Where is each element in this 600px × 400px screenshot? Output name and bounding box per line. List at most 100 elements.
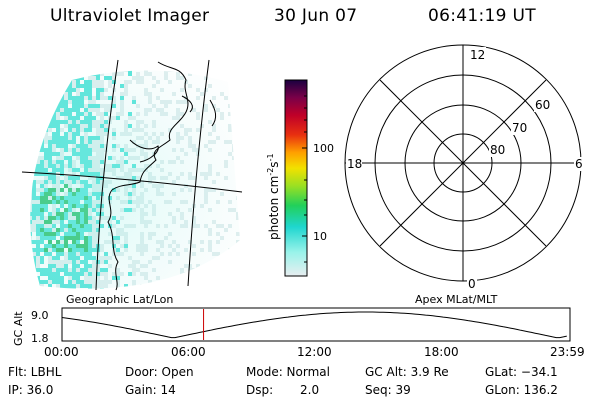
uv-pixel bbox=[24, 180, 28, 184]
uv-pixel bbox=[236, 92, 240, 96]
uv-pixel bbox=[44, 92, 48, 96]
uv-pixel bbox=[36, 284, 40, 288]
uv-pixel bbox=[64, 76, 68, 80]
instrument-title: Ultraviolet Imager bbox=[50, 6, 210, 26]
uv-pixel bbox=[56, 76, 60, 80]
uv-pixel bbox=[44, 108, 48, 112]
uv-pixel bbox=[244, 96, 248, 100]
uv-pixel bbox=[36, 140, 40, 144]
uv-pixel bbox=[20, 140, 24, 144]
uv-pixel bbox=[20, 112, 24, 116]
uv-pixel bbox=[20, 176, 24, 180]
uv-pixel bbox=[204, 264, 208, 268]
uv-pixel bbox=[232, 128, 236, 132]
uv-pixel bbox=[20, 204, 24, 208]
filter-info: Flt: LBHL bbox=[8, 365, 62, 379]
uv-pixel bbox=[220, 280, 224, 284]
uv-pixel bbox=[20, 156, 24, 160]
mlt-label-0: 0 bbox=[468, 277, 476, 291]
uv-pixel bbox=[248, 260, 252, 264]
uv-pixel bbox=[60, 64, 64, 68]
uv-pixel bbox=[20, 252, 24, 256]
uv-pixel bbox=[248, 276, 252, 280]
uv-pixel bbox=[248, 204, 252, 208]
uv-pixel bbox=[108, 64, 112, 68]
uv-pixel bbox=[30, 256, 32, 260]
uv-pixel bbox=[30, 268, 32, 272]
uv-pixel bbox=[240, 240, 244, 244]
uv-pixel bbox=[248, 212, 252, 216]
uv-pixel bbox=[24, 292, 28, 296]
uv-pixel bbox=[20, 136, 24, 140]
uv-pixel bbox=[40, 104, 44, 108]
uv-pixel bbox=[56, 70, 60, 72]
uv-pixel bbox=[48, 84, 52, 88]
longitude-line bbox=[187, 59, 210, 287]
uv-pixel bbox=[240, 236, 244, 240]
uv-pixel bbox=[56, 84, 60, 88]
uv-pixel bbox=[20, 180, 24, 184]
uv-pixel bbox=[232, 76, 236, 80]
uv-pixel bbox=[244, 200, 248, 204]
x-tick-0000: 00:00 bbox=[44, 345, 79, 359]
uv-pixel bbox=[20, 132, 24, 136]
x-tick-1800: 18:00 bbox=[424, 345, 459, 359]
uv-pixel bbox=[20, 68, 24, 72]
uv-pixel bbox=[32, 288, 36, 289]
uv-pixel bbox=[40, 112, 44, 116]
uv-pixel bbox=[244, 252, 248, 256]
uv-pixel bbox=[228, 256, 232, 260]
uv-pixel bbox=[240, 64, 244, 68]
uv-pixel bbox=[24, 220, 28, 224]
uv-pixel bbox=[244, 292, 248, 296]
uv-pixel bbox=[60, 72, 64, 76]
uv-pixel bbox=[40, 132, 44, 136]
uv-pixel bbox=[200, 292, 204, 296]
uv-pixel bbox=[40, 84, 44, 88]
uv-pixel bbox=[236, 100, 240, 104]
uv-pixel bbox=[44, 84, 48, 88]
dsp-value: 2.0 bbox=[300, 383, 320, 397]
uv-pixel bbox=[28, 64, 32, 68]
uv-pixel bbox=[56, 288, 60, 289]
uv-pixel bbox=[232, 132, 236, 136]
uv-pixel bbox=[24, 164, 28, 168]
uv-pixel bbox=[100, 70, 104, 72]
uv-pixel bbox=[248, 208, 252, 212]
uv-pixel bbox=[20, 264, 24, 268]
uv-pixel bbox=[40, 136, 44, 140]
uv-pixel bbox=[32, 96, 36, 100]
ip-info: IP: 36.0 bbox=[8, 383, 54, 397]
uv-pixel bbox=[216, 264, 220, 268]
uv-pixel bbox=[32, 148, 36, 152]
date-label: 30 Jun 07 bbox=[274, 6, 358, 26]
uv-pixel bbox=[96, 64, 100, 68]
uv-pixel bbox=[200, 280, 204, 284]
uv-pixel bbox=[224, 272, 228, 276]
gain-info: Gain: 14 bbox=[125, 383, 176, 397]
uv-pixel bbox=[64, 288, 68, 289]
uv-pixel bbox=[228, 288, 232, 289]
uv-pixel bbox=[60, 84, 64, 88]
uv-pixel bbox=[244, 160, 248, 164]
uv-pixel bbox=[44, 76, 48, 80]
uv-pixel bbox=[24, 284, 28, 288]
uv-pixel bbox=[244, 288, 248, 292]
uv-pixel bbox=[24, 268, 28, 272]
uv-pixel bbox=[80, 64, 84, 68]
uv-pixel bbox=[36, 70, 40, 72]
uv-pixel bbox=[240, 200, 244, 204]
uv-pixel bbox=[24, 104, 28, 108]
uv-pixel bbox=[236, 168, 240, 172]
uv-pixel bbox=[30, 180, 32, 184]
uv-pixel bbox=[48, 64, 52, 68]
uv-pixel bbox=[36, 88, 40, 92]
seq-info: Seq: 39 bbox=[365, 383, 411, 397]
coastline bbox=[107, 61, 189, 291]
uv-pixel bbox=[36, 116, 40, 120]
uv-pixel bbox=[236, 144, 240, 148]
uv-pixel bbox=[56, 80, 60, 84]
uv-pixel bbox=[48, 100, 52, 104]
uv-pixel bbox=[20, 76, 24, 80]
uv-pixel bbox=[52, 88, 56, 92]
